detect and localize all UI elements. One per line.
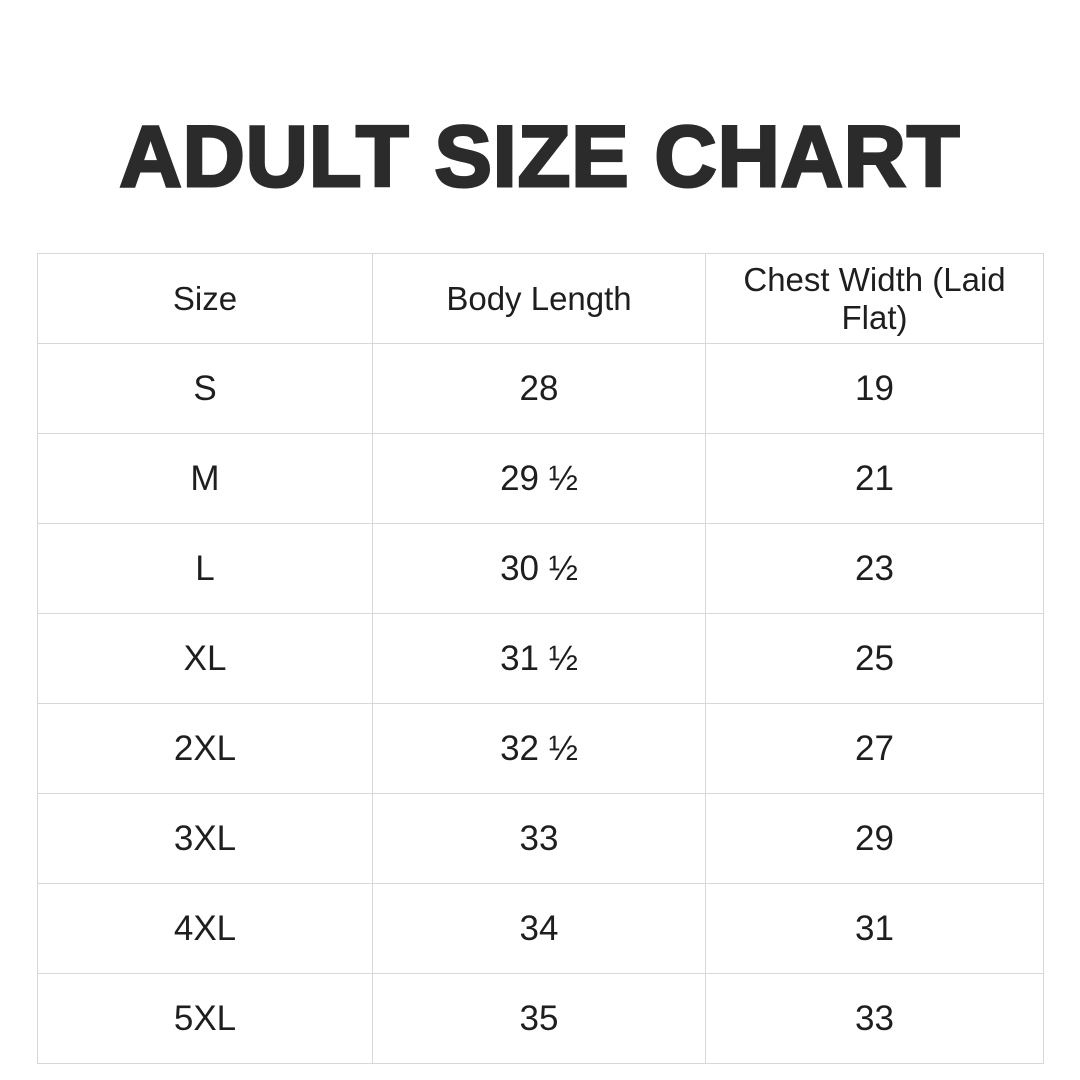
body-length-cell: 35: [372, 973, 706, 1064]
table-row: XL 31 ½ 25: [37, 613, 1044, 704]
table-row: 5XL 35 33: [37, 973, 1044, 1064]
page-title: ADULT SIZE CHART: [118, 109, 961, 205]
table-row: 3XL 33 29: [37, 793, 1044, 884]
body-length-cell: 30 ½: [372, 523, 706, 614]
chest-width-cell: 23: [705, 523, 1044, 614]
size-chart-table: Size Body Length Chest Width (Laid Flat)…: [37, 253, 1044, 1064]
column-header-chest-width: Chest Width (Laid Flat): [705, 253, 1044, 344]
table-row: L 30 ½ 23: [37, 523, 1044, 614]
chest-width-cell: 25: [705, 613, 1044, 704]
body-length-cell: 31 ½: [372, 613, 706, 704]
body-length-cell: 33: [372, 793, 706, 884]
size-cell: S: [37, 343, 373, 434]
chest-width-cell: 31: [705, 883, 1044, 974]
column-header-body-length: Body Length: [372, 253, 706, 344]
chest-width-cell: 33: [705, 973, 1044, 1064]
chest-width-cell: 19: [705, 343, 1044, 434]
table-row: 4XL 34 31: [37, 883, 1044, 974]
size-cell: L: [37, 523, 373, 614]
chest-width-cell: 21: [705, 433, 1044, 524]
size-cell: 5XL: [37, 973, 373, 1064]
chest-width-cell: 27: [705, 703, 1044, 794]
size-cell: M: [37, 433, 373, 524]
chest-width-cell: 29: [705, 793, 1044, 884]
body-length-cell: 29 ½: [372, 433, 706, 524]
table-row: 2XL 32 ½ 27: [37, 703, 1044, 794]
body-length-cell: 32 ½: [372, 703, 706, 794]
body-length-cell: 34: [372, 883, 706, 974]
table-row: M 29 ½ 21: [37, 433, 1044, 524]
column-header-size: Size: [37, 253, 373, 344]
size-cell: XL: [37, 613, 373, 704]
body-length-cell: 28: [372, 343, 706, 434]
table-row: S 28 19: [37, 343, 1044, 434]
size-cell: 3XL: [37, 793, 373, 884]
size-cell: 4XL: [37, 883, 373, 974]
size-cell: 2XL: [37, 703, 373, 794]
table-header-row: Size Body Length Chest Width (Laid Flat): [37, 253, 1044, 344]
